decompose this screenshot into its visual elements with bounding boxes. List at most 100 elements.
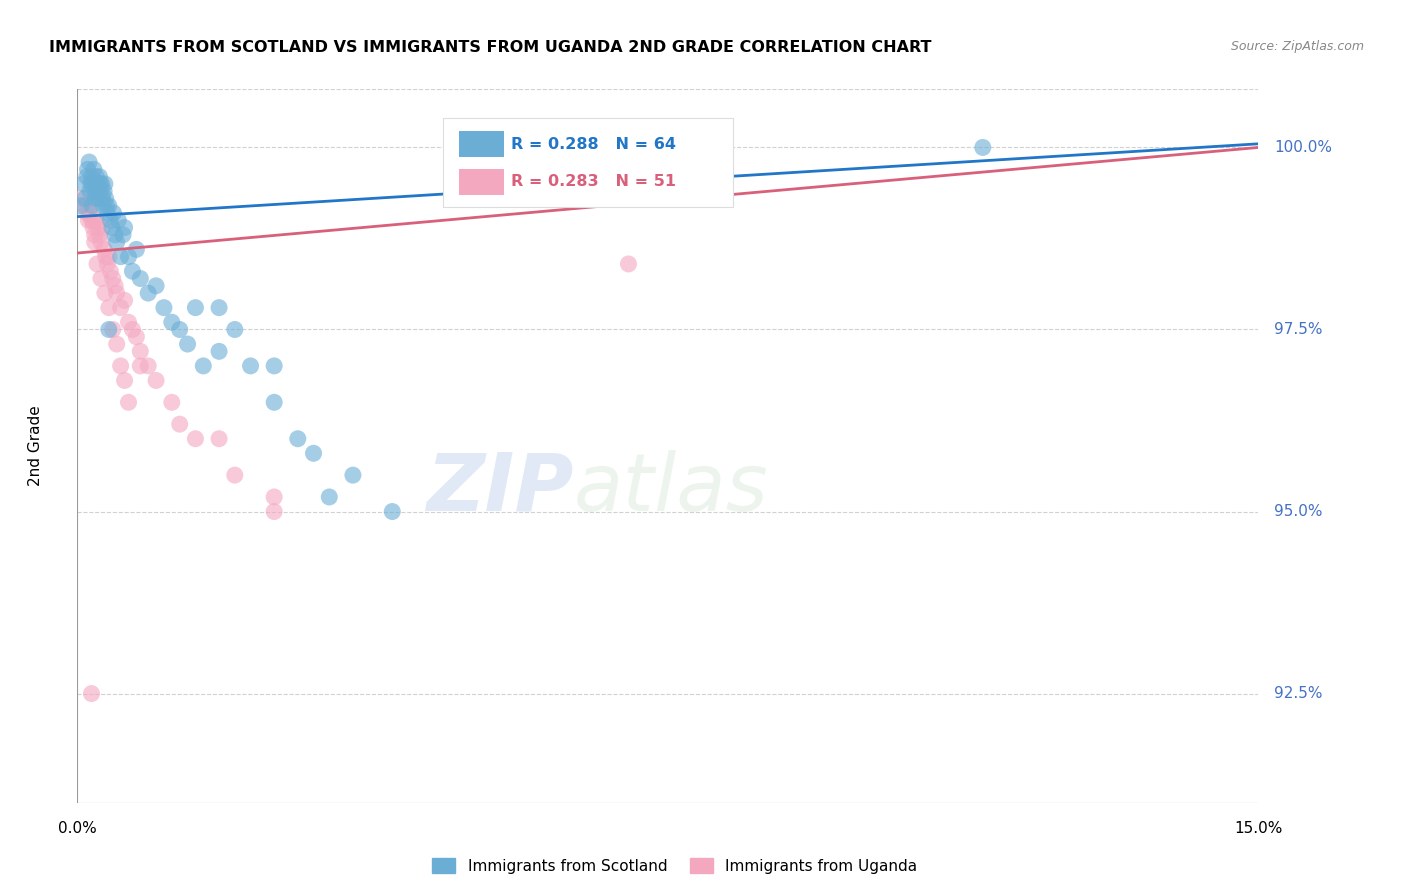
Text: 100.0%: 100.0%: [1274, 140, 1331, 155]
Text: 15.0%: 15.0%: [1234, 821, 1282, 836]
Point: [160, 315, 183, 329]
Point: [342, 468, 364, 483]
Point: [136, 359, 159, 373]
Point: [318, 490, 340, 504]
Point: [93, 243, 115, 257]
Point: [94, 177, 117, 191]
Point: [87, 177, 110, 191]
Text: IMMIGRANTS FROM SCOTLAND VS IMMIGRANTS FROM UGANDA 2ND GRADE CORRELATION CHART: IMMIGRANTS FROM SCOTLAND VS IMMIGRANTS F…: [49, 40, 932, 55]
Point: [136, 286, 159, 301]
Point: [84, 213, 107, 227]
Point: [76, 162, 98, 177]
Point: [287, 432, 309, 446]
Point: [145, 374, 167, 388]
Point: [105, 286, 128, 301]
Text: R = 0.283   N = 51: R = 0.283 N = 51: [510, 175, 676, 189]
Point: [381, 504, 404, 518]
Point: [79, 199, 101, 213]
Point: [263, 490, 285, 504]
FancyBboxPatch shape: [458, 169, 503, 194]
Point: [125, 330, 148, 344]
Text: R = 0.288   N = 64: R = 0.288 N = 64: [510, 136, 676, 152]
Point: [100, 264, 122, 278]
Point: [94, 286, 117, 301]
Point: [90, 184, 112, 198]
Text: Source: ZipAtlas.com: Source: ZipAtlas.com: [1230, 40, 1364, 54]
Point: [100, 213, 122, 227]
Point: [129, 359, 152, 373]
Point: [89, 227, 111, 242]
Point: [83, 235, 105, 249]
Point: [90, 235, 112, 249]
Point: [94, 191, 117, 205]
Point: [82, 220, 104, 235]
Point: [117, 250, 139, 264]
Text: 92.5%: 92.5%: [1274, 686, 1323, 701]
Point: [169, 417, 191, 432]
Point: [110, 359, 132, 373]
Point: [263, 395, 285, 409]
Point: [114, 293, 136, 308]
Point: [80, 169, 103, 184]
Point: [91, 220, 114, 235]
Point: [89, 177, 111, 191]
Point: [72, 177, 94, 191]
Point: [169, 322, 191, 336]
Text: 95.0%: 95.0%: [1274, 504, 1323, 519]
Point: [153, 301, 176, 315]
Point: [79, 184, 101, 198]
Point: [117, 315, 139, 329]
Point: [87, 220, 110, 235]
Point: [77, 155, 100, 169]
Point: [101, 271, 124, 285]
Point: [75, 191, 97, 205]
Point: [101, 220, 124, 235]
Point: [101, 322, 124, 336]
Point: [117, 395, 139, 409]
Point: [224, 322, 246, 336]
Point: [80, 177, 103, 191]
Point: [77, 206, 100, 220]
Point: [184, 432, 207, 446]
Point: [91, 191, 114, 205]
Point: [208, 301, 231, 315]
Point: [83, 184, 105, 198]
Point: [83, 227, 105, 242]
Point: [70, 199, 93, 213]
Legend: Immigrants from Scotland, Immigrants from Uganda: Immigrants from Scotland, Immigrants fro…: [426, 852, 924, 880]
Point: [80, 213, 103, 227]
Point: [77, 213, 100, 227]
Point: [193, 359, 215, 373]
Point: [97, 322, 120, 336]
Point: [86, 184, 108, 198]
Point: [114, 374, 136, 388]
Point: [97, 250, 120, 264]
Point: [111, 227, 134, 242]
Point: [208, 432, 231, 446]
Point: [91, 199, 114, 213]
Point: [263, 504, 285, 518]
Point: [224, 468, 246, 483]
Point: [86, 257, 108, 271]
Point: [104, 278, 127, 293]
Point: [89, 169, 111, 184]
Point: [93, 184, 115, 198]
Point: [105, 337, 128, 351]
Point: [239, 359, 262, 373]
Point: [110, 250, 132, 264]
Point: [82, 213, 104, 227]
Point: [83, 162, 105, 177]
Point: [90, 177, 112, 191]
Point: [105, 235, 128, 249]
Point: [114, 220, 136, 235]
Point: [972, 140, 994, 154]
Point: [70, 191, 93, 205]
Point: [129, 271, 152, 285]
Point: [76, 169, 98, 184]
Point: [145, 278, 167, 293]
Point: [176, 337, 198, 351]
Text: ZIP: ZIP: [426, 450, 574, 528]
Point: [617, 257, 640, 271]
Point: [96, 199, 118, 213]
Point: [125, 243, 148, 257]
